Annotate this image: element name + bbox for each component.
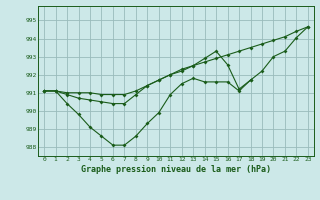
X-axis label: Graphe pression niveau de la mer (hPa): Graphe pression niveau de la mer (hPa) <box>81 165 271 174</box>
